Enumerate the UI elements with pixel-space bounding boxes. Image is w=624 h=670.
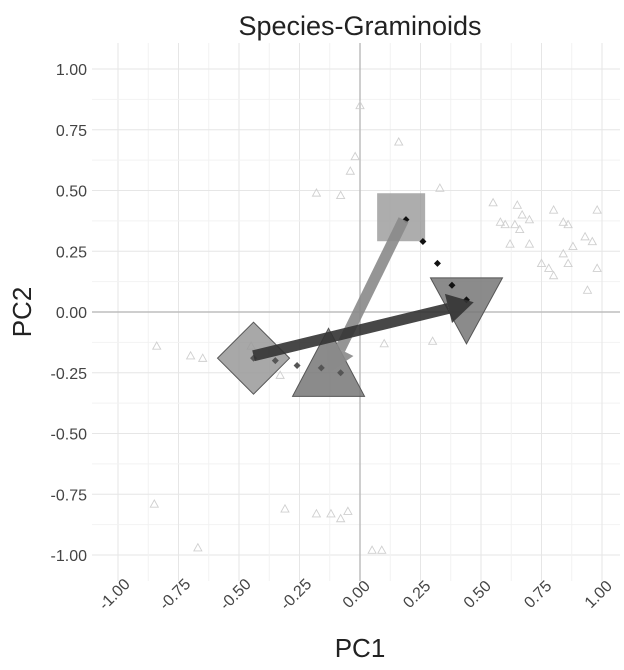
data-point [377,545,387,554]
y-tick-label: -0.25 [51,366,88,383]
x-tick-label: -0.25 [277,576,315,614]
path-dot [433,259,441,267]
data-point [149,499,160,508]
data-point [582,285,593,294]
data-point [568,241,578,251]
x-tick-label: 0.25 [400,578,434,612]
data-point [197,353,208,362]
x-tick-label: -1.00 [96,576,134,614]
x-tick-label: -0.50 [217,576,255,614]
data-point [592,263,602,272]
data-point [311,188,322,197]
x-tick-label: 0.50 [461,578,495,612]
data-point [185,350,196,360]
data-point [536,258,547,268]
data-point [280,503,290,513]
x-tick-label: 1.00 [582,578,616,612]
data-point [548,205,559,214]
data-point [558,248,569,258]
data-point [326,508,336,518]
data-point [335,190,346,200]
data-point [548,270,559,280]
data-point [514,224,525,234]
y-tick-label: 0.50 [56,184,87,201]
y-tick-label: 0.25 [56,244,87,261]
arrow-head [444,293,474,323]
path-dot [293,361,301,369]
data-point [524,239,535,248]
data-point [543,263,554,272]
data-point [350,151,360,161]
x-tick-label: -0.75 [156,576,194,614]
y-tick-label: 0.00 [56,305,87,322]
data-point [151,341,162,350]
data-point [345,166,356,175]
y-tick-label: 0.75 [56,123,87,140]
data-point [587,236,598,246]
y-tick-label: 1.00 [56,62,87,79]
path-dot [317,364,325,372]
data-point [275,370,285,379]
data-point [580,231,590,241]
background-points [149,100,602,554]
y-tick-label: -1.00 [51,548,88,565]
data-point [427,336,438,345]
data-point [517,209,527,219]
data-point [379,338,389,348]
x-tick-label: 0.00 [340,578,374,612]
data-point [435,183,445,192]
data-point [563,219,573,229]
data-point [558,217,569,226]
x-axis-label: PC1 [335,633,386,663]
data-point [355,100,365,110]
y-tick-label: -0.50 [51,427,88,444]
path-dot [271,357,279,365]
data-point [505,239,515,248]
data-point [512,200,523,209]
arrows [252,217,474,373]
chart-title: Species-Graminoids [238,11,481,41]
data-point [563,258,573,268]
x-tick-label: 0.75 [521,578,555,612]
path-dot [337,369,345,377]
data-point [311,508,322,518]
y-tick-label: -0.75 [51,487,88,504]
data-point [495,217,506,226]
path-dot [448,281,456,289]
data-point [193,542,203,552]
data-point [393,136,404,146]
y-axis-label: PC2 [7,287,37,338]
data-point [335,513,346,523]
data-point [510,219,520,229]
arrow-shaft [252,303,450,362]
path-dot [419,238,427,246]
data-point [488,197,498,207]
data-point [524,214,535,224]
arrow-head [326,342,354,373]
data-point [592,205,602,214]
data-point [367,545,377,554]
data-point [343,506,353,515]
